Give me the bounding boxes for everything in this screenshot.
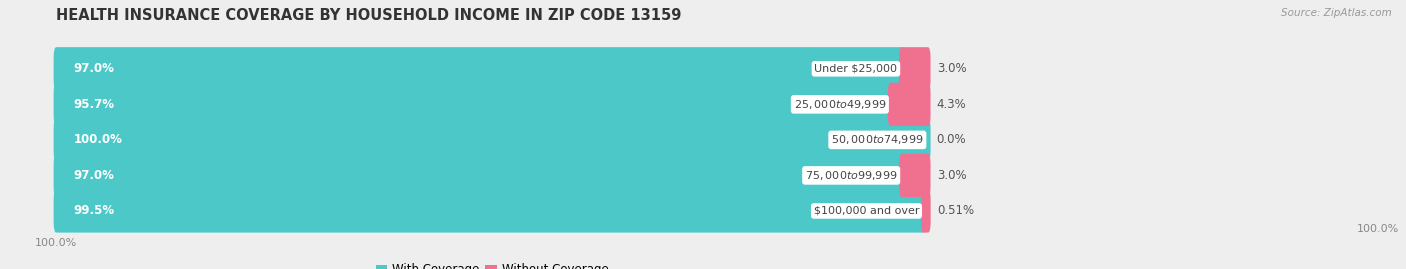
FancyBboxPatch shape	[53, 118, 931, 162]
Text: 97.0%: 97.0%	[73, 62, 114, 75]
Text: 95.7%: 95.7%	[73, 98, 115, 111]
Text: $25,000 to $49,999: $25,000 to $49,999	[793, 98, 886, 111]
Text: 100.0%: 100.0%	[1357, 224, 1399, 234]
Text: Source: ZipAtlas.com: Source: ZipAtlas.com	[1281, 8, 1392, 18]
FancyBboxPatch shape	[53, 47, 904, 90]
Text: 97.0%: 97.0%	[73, 169, 114, 182]
Text: $75,000 to $99,999: $75,000 to $99,999	[806, 169, 897, 182]
Text: 3.0%: 3.0%	[936, 62, 966, 75]
FancyBboxPatch shape	[900, 154, 931, 197]
Text: 3.0%: 3.0%	[936, 169, 966, 182]
FancyBboxPatch shape	[53, 154, 904, 197]
FancyBboxPatch shape	[921, 189, 931, 233]
Text: 0.51%: 0.51%	[936, 204, 974, 217]
Text: HEALTH INSURANCE COVERAGE BY HOUSEHOLD INCOME IN ZIP CODE 13159: HEALTH INSURANCE COVERAGE BY HOUSEHOLD I…	[56, 8, 682, 23]
Text: $100,000 and over: $100,000 and over	[814, 206, 920, 216]
FancyBboxPatch shape	[53, 118, 931, 162]
FancyBboxPatch shape	[900, 47, 931, 90]
FancyBboxPatch shape	[53, 189, 931, 233]
Text: 0.0%: 0.0%	[936, 133, 966, 146]
FancyBboxPatch shape	[53, 83, 931, 126]
FancyBboxPatch shape	[53, 83, 893, 126]
Text: 4.3%: 4.3%	[936, 98, 966, 111]
Text: 100.0%: 100.0%	[73, 133, 122, 146]
Text: 99.5%: 99.5%	[73, 204, 115, 217]
Legend: With Coverage, Without Coverage: With Coverage, Without Coverage	[371, 259, 613, 269]
FancyBboxPatch shape	[53, 47, 931, 90]
FancyBboxPatch shape	[887, 83, 931, 126]
Text: $50,000 to $74,999: $50,000 to $74,999	[831, 133, 924, 146]
FancyBboxPatch shape	[53, 189, 927, 233]
Text: Under $25,000: Under $25,000	[814, 64, 897, 74]
FancyBboxPatch shape	[53, 154, 931, 197]
